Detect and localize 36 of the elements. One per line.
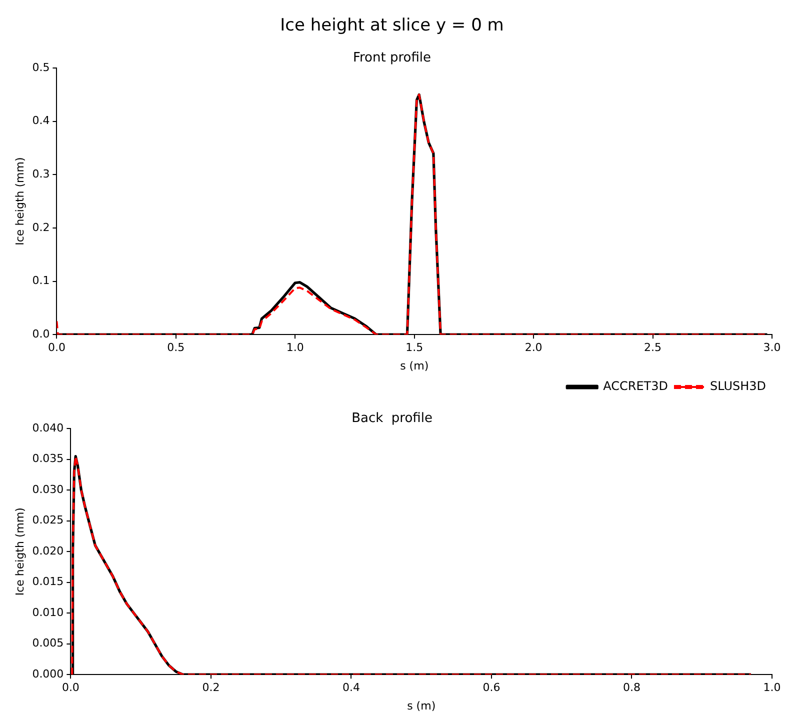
y-tick-label: 0.040: [32, 421, 64, 434]
x-tick-label: 1.5: [406, 341, 424, 354]
x-tick-label: 2.0: [524, 341, 542, 354]
y-tick-label: 0.030: [32, 482, 64, 496]
x-tick-label: 2.5: [644, 341, 662, 354]
legend-label: ACCRET3D: [603, 379, 668, 394]
y-tick-label: 0.5: [32, 60, 50, 74]
y-tick-label: 0.035: [32, 452, 64, 466]
x-tick-label: 0.6: [482, 681, 500, 694]
chart-subtitle: Front profile: [352, 50, 432, 66]
x-tick-label: 0.4: [342, 681, 360, 694]
x-tick-label: 0.2: [202, 681, 220, 694]
chart-title: Back profile: [352, 411, 432, 426]
y-tick-label: 0.000: [32, 667, 64, 680]
y-tick-label: 0.1: [32, 274, 50, 288]
y-tick-label: 0.005: [32, 636, 64, 650]
y-tick-label: 0.0: [32, 327, 50, 340]
y-axis-title: Ice heigth (mm): [13, 157, 26, 246]
y-tick-label: 0.015: [32, 575, 64, 588]
y-axis-title: Ice heigth (mm): [13, 508, 26, 596]
x-tick-label: 0.5: [167, 341, 185, 354]
chart-title: Ice height at slice y = 0 m: [280, 16, 504, 36]
x-tick-label: 0.8: [622, 681, 640, 694]
y-tick-label: 0.2: [32, 220, 50, 234]
x-tick-label: 3.0: [763, 341, 781, 354]
x-tick-label: 0.0: [62, 681, 80, 694]
y-tick-label: 0.010: [32, 606, 64, 619]
x-tick-label: 1.0: [763, 681, 781, 694]
x-axis-title: s (m): [407, 699, 436, 712]
x-axis-title: s (m): [400, 359, 429, 372]
y-tick-label: 0.020: [32, 544, 64, 558]
y-tick-label: 0.3: [32, 168, 50, 180]
x-tick-label: 1.0: [286, 341, 304, 354]
y-tick-label: 0.4: [32, 114, 50, 128]
y-tick-label: 0.025: [32, 514, 64, 527]
legend-label: SLUSH3D: [710, 379, 766, 394]
